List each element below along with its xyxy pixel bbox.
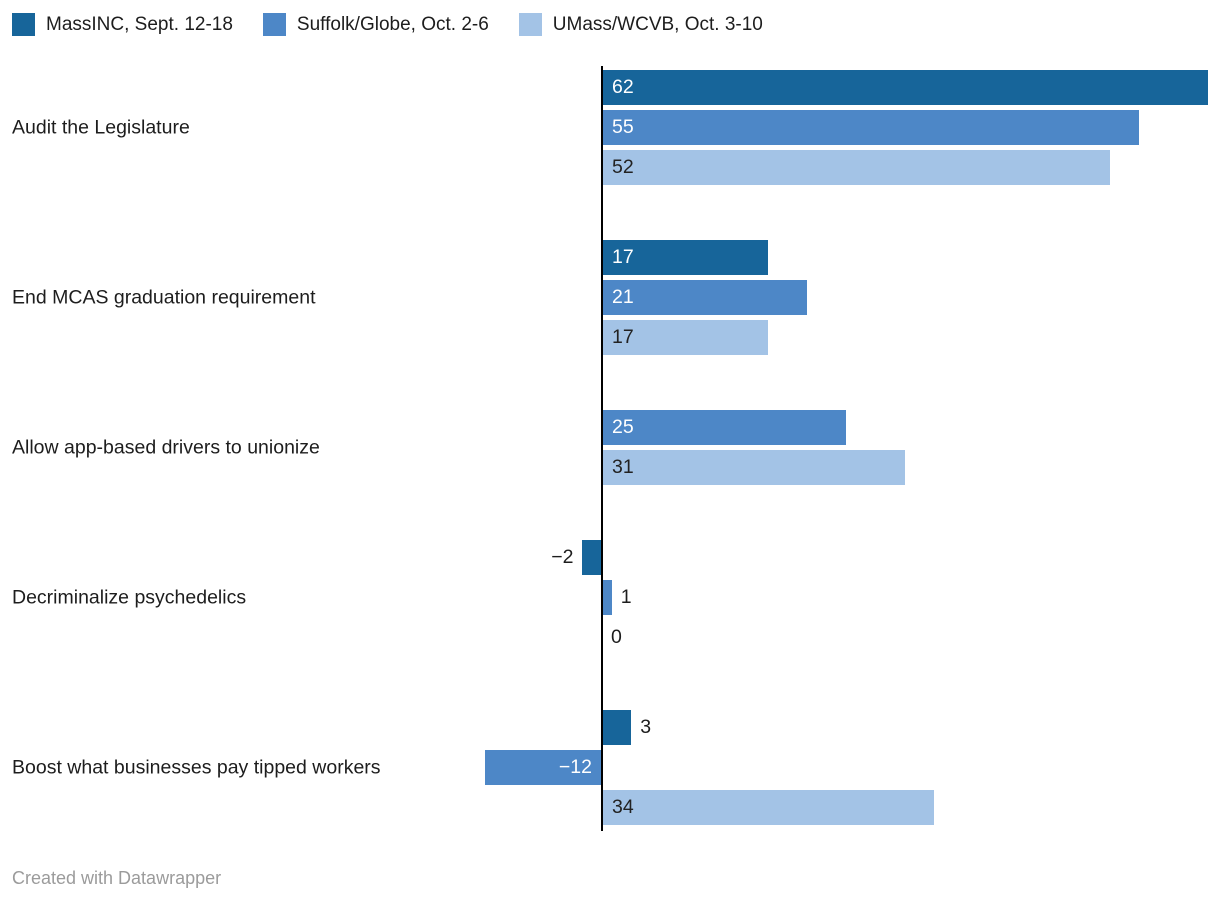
category-label: Boost what businesses pay tipped workers [12,756,381,778]
bar-value-label: 31 [612,456,634,478]
bar [602,280,808,315]
bar-value-label: 3 [640,716,652,738]
category-label: Decriminalize psychedelics [12,586,247,608]
legend-item-0: MassINC, Sept. 12-18 [12,13,233,36]
bar [602,710,632,745]
legend-item-2: UMass/WCVB, Oct. 3-10 [518,13,763,36]
legend-label: UMass/WCVB, Oct. 3-10 [552,13,763,35]
bar [602,580,612,615]
bar [602,240,769,275]
legend-label: Suffolk/Globe, Oct. 2-6 [296,13,489,35]
legend-swatch-icon [12,13,35,36]
datawrapper-credit: Created with Datawrapper [12,868,222,888]
category-label: Allow app-based drivers to unionize [12,436,320,458]
category-label: End MCAS graduation requirement [12,286,316,308]
bar [582,540,602,575]
bar [602,410,847,445]
bar-value-label: 34 [612,796,634,818]
bar-value-label: 17 [612,326,634,348]
bar [484,750,602,785]
bar-value-label: −2 [551,546,574,568]
bar [602,450,905,485]
legend-swatch-icon [518,13,542,36]
bar-value-label: 52 [612,156,634,178]
bar [602,790,935,825]
legend-label: MassINC, Sept. 12-18 [46,13,233,35]
bar-value-label: 55 [612,116,634,138]
bar-value-label: 62 [612,76,634,98]
bar-value-label: 21 [612,286,634,308]
bar-value-label: 1 [620,586,632,608]
legend-item-1: Suffolk/Globe, Oct. 2-6 [262,13,489,36]
legend: MassINC, Sept. 12-18 Suffolk/Globe, Oct. … [12,13,763,36]
bar-value-label: 25 [612,416,634,438]
bar-value-label: 0 [611,626,622,648]
bar [602,110,1140,145]
legend-swatch-icon [262,13,286,36]
category-label: Audit the Legislature [12,116,190,138]
bar [602,70,1208,105]
zero-axis-line [601,66,603,831]
bar-value-label: 17 [612,246,634,268]
bar [602,150,1111,185]
bar [602,320,769,355]
bar-value-label: −12 [558,756,592,778]
